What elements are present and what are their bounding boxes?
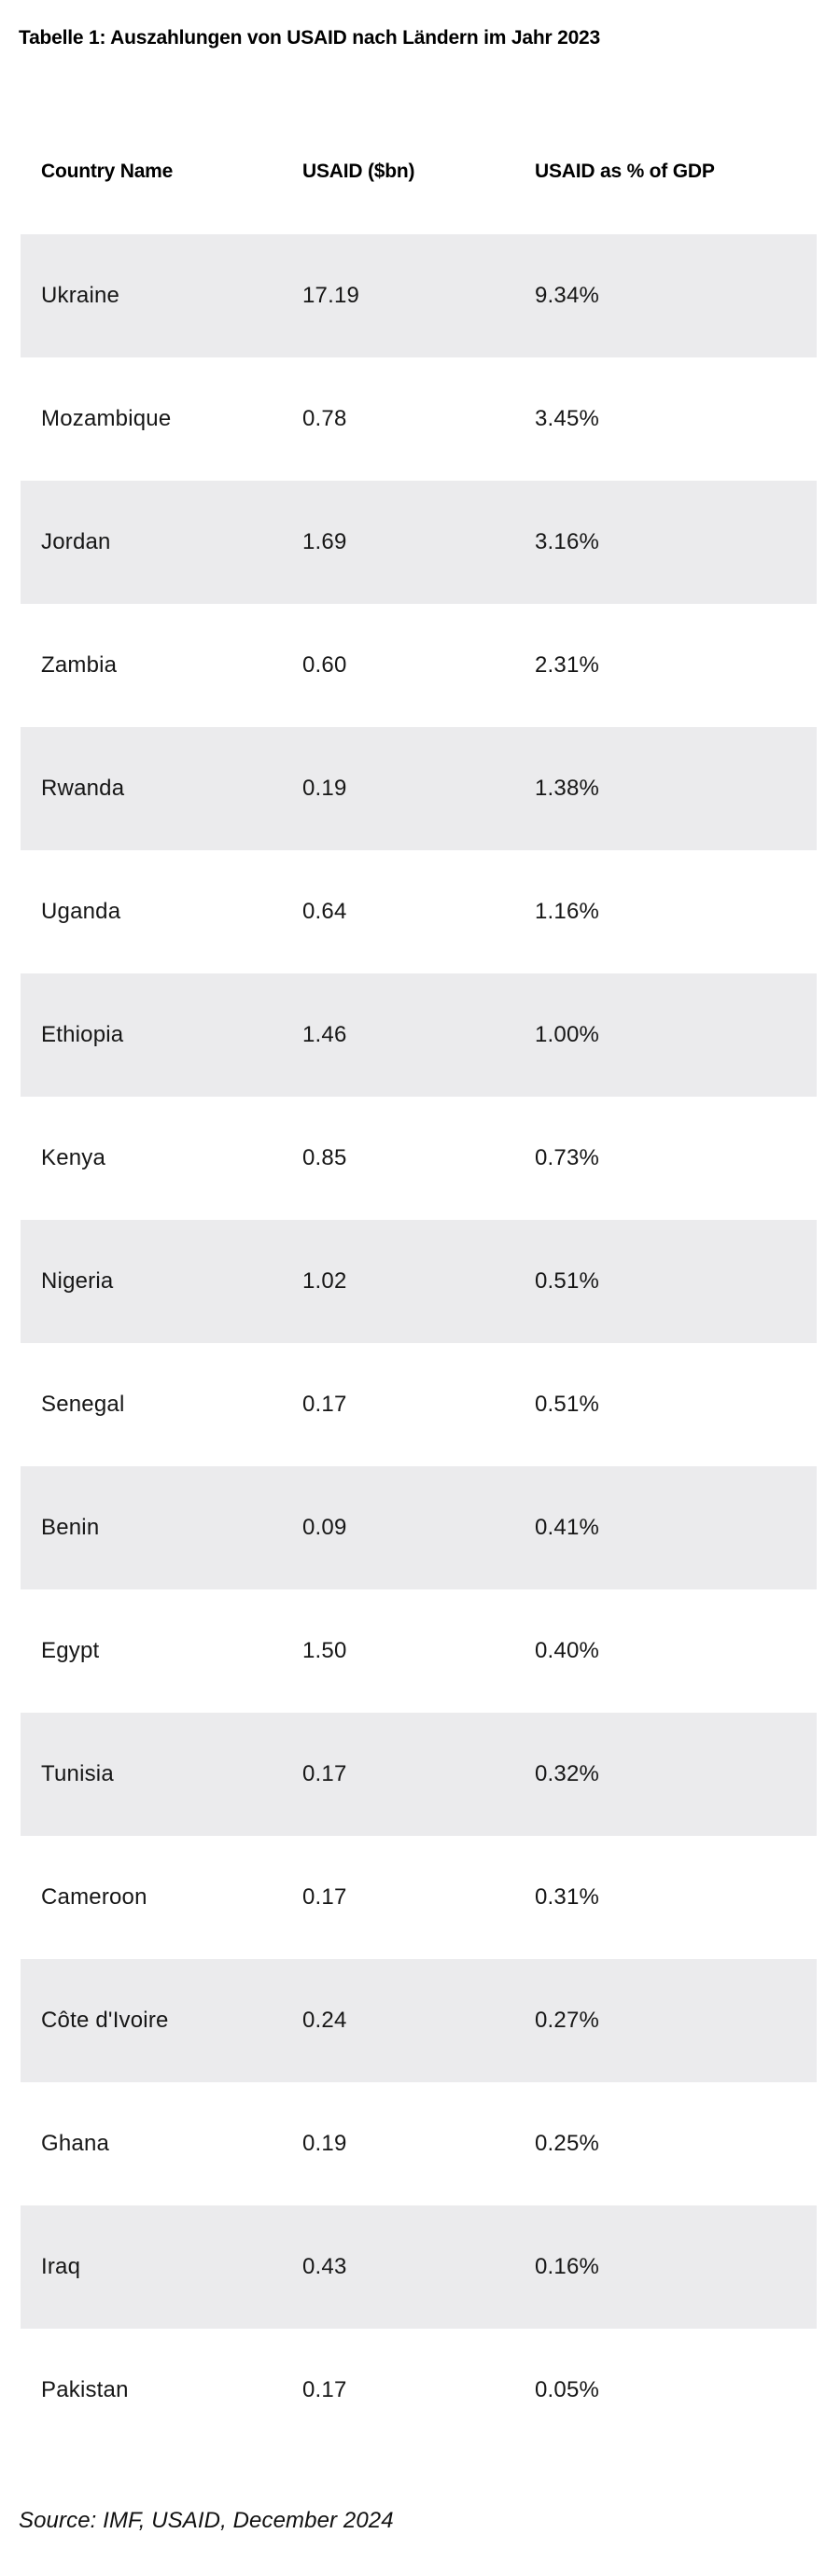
table-body: Ukraine 17.19 9.34% Mozambique 0.78 3.45% Jord… (21, 234, 817, 2452)
usaid-pct-gdp-cell: 0.41% (535, 1515, 600, 1540)
country-name-cell: Uganda (41, 899, 121, 924)
table-row: Egypt 1.50 0.40% (21, 1589, 817, 1713)
table-row: Pakistan 0.17 0.05% (21, 2329, 817, 2452)
table-row: Cameroon 0.17 0.31% (21, 1836, 817, 1959)
country-name-cell: Zambia (41, 652, 118, 678)
figure-title: Tabelle 1: Auszahlungen von USAID nach L… (19, 27, 601, 49)
table-row: Uganda 0.64 1.16% (21, 850, 817, 973)
usaid-pct-gdp-cell: 0.31% (535, 1884, 600, 1910)
country-name-cell: Cameroon (41, 1884, 147, 1910)
usaid-pct-gdp-cell: 1.16% (535, 899, 600, 924)
column-header-country-name: Country Name (41, 161, 174, 182)
table-row: Côte d'Ivoire 0.24 0.27% (21, 1959, 817, 2082)
usaid-bn-cell: 0.24 (302, 2008, 347, 2033)
country-name-cell: Iraq (41, 2254, 81, 2279)
usaid-pct-gdp-cell: 3.16% (535, 529, 600, 554)
column-header-usaid-bn: USAID ($bn) (302, 161, 415, 182)
usaid-pct-gdp-cell: 3.45% (535, 406, 600, 431)
country-name-cell: Côte d'Ivoire (41, 2008, 169, 2033)
usaid-bn-cell: 0.78 (302, 406, 347, 431)
usaid-pct-gdp-cell: 2.31% (535, 652, 600, 678)
usaid-bn-cell: 0.17 (302, 1884, 347, 1910)
usaid-bn-cell: 0.85 (302, 1145, 347, 1170)
usaid-bn-cell: 0.17 (302, 1761, 347, 1786)
usaid-pct-gdp-cell: 0.05% (535, 2377, 600, 2402)
usaid-pct-gdp-cell: 0.73% (535, 1145, 600, 1170)
usaid-pct-gdp-cell: 9.34% (535, 283, 600, 308)
table-row: Mozambique 0.78 3.45% (21, 357, 817, 481)
usaid-bn-cell: 1.69 (302, 529, 347, 554)
usaid-bn-cell: 0.17 (302, 2377, 347, 2402)
table-row: Iraq 0.43 0.16% (21, 2205, 817, 2329)
table-row: Jordan 1.69 3.16% (21, 481, 817, 604)
table-row: Ethiopia 1.46 1.00% (21, 973, 817, 1097)
country-name-cell: Ethiopia (41, 1022, 124, 1047)
country-name-cell: Ukraine (41, 283, 120, 308)
table-row: Senegal 0.17 0.51% (21, 1343, 817, 1466)
usaid-pct-gdp-cell: 0.51% (535, 1268, 600, 1294)
table-row: Ukraine 17.19 9.34% (21, 234, 817, 357)
usaid-bn-cell: 1.02 (302, 1268, 347, 1294)
country-name-cell: Benin (41, 1515, 100, 1540)
country-name-cell: Kenya (41, 1145, 106, 1170)
table-row: Tunisia 0.17 0.32% (21, 1713, 817, 1836)
country-name-cell: Ghana (41, 2131, 110, 2156)
usaid-pct-gdp-cell: 1.00% (535, 1022, 600, 1047)
table-header-row: Country Name USAID ($bn) USAID as % of G… (0, 161, 840, 185)
usaid-bn-cell: 0.19 (302, 2131, 347, 2156)
source-note: Source: IMF, USAID, December 2024 (19, 2508, 394, 2533)
table-row: Benin 0.09 0.41% (21, 1466, 817, 1589)
country-name-cell: Egypt (41, 1638, 100, 1663)
usaid-bn-cell: 0.09 (302, 1515, 347, 1540)
usaid-bn-cell: 0.19 (302, 776, 347, 801)
usaid-pct-gdp-cell: 1.38% (535, 776, 600, 801)
usaid-pct-gdp-cell: 0.40% (535, 1638, 600, 1663)
usaid-bn-cell: 1.46 (302, 1022, 347, 1047)
usaid-bn-cell: 0.43 (302, 2254, 347, 2279)
usaid-pct-gdp-cell: 0.51% (535, 1392, 600, 1417)
country-name-cell: Tunisia (41, 1761, 114, 1786)
usaid-bn-cell: 17.19 (302, 283, 360, 308)
country-name-cell: Mozambique (41, 406, 172, 431)
usaid-bn-cell: 0.17 (302, 1392, 347, 1417)
column-header-usaid-pct-gdp: USAID as % of GDP (535, 161, 715, 182)
country-name-cell: Jordan (41, 529, 111, 554)
country-name-cell: Nigeria (41, 1268, 114, 1294)
usaid-bn-cell: 0.60 (302, 652, 347, 678)
table-row: Ghana 0.19 0.25% (21, 2082, 817, 2205)
usaid-bn-cell: 1.50 (302, 1638, 347, 1663)
country-name-cell: Pakistan (41, 2377, 129, 2402)
usaid-pct-gdp-cell: 0.16% (535, 2254, 600, 2279)
usaid-pct-gdp-cell: 0.25% (535, 2131, 600, 2156)
usaid-pct-gdp-cell: 0.32% (535, 1761, 600, 1786)
table-row: Zambia 0.60 2.31% (21, 604, 817, 727)
country-name-cell: Rwanda (41, 776, 125, 801)
country-name-cell: Senegal (41, 1392, 125, 1417)
usaid-bn-cell: 0.64 (302, 899, 347, 924)
table-row: Nigeria 1.02 0.51% (21, 1220, 817, 1343)
usaid-pct-gdp-cell: 0.27% (535, 2008, 600, 2033)
table-row: Kenya 0.85 0.73% (21, 1097, 817, 1220)
table-row: Rwanda 0.19 1.38% (21, 727, 817, 850)
